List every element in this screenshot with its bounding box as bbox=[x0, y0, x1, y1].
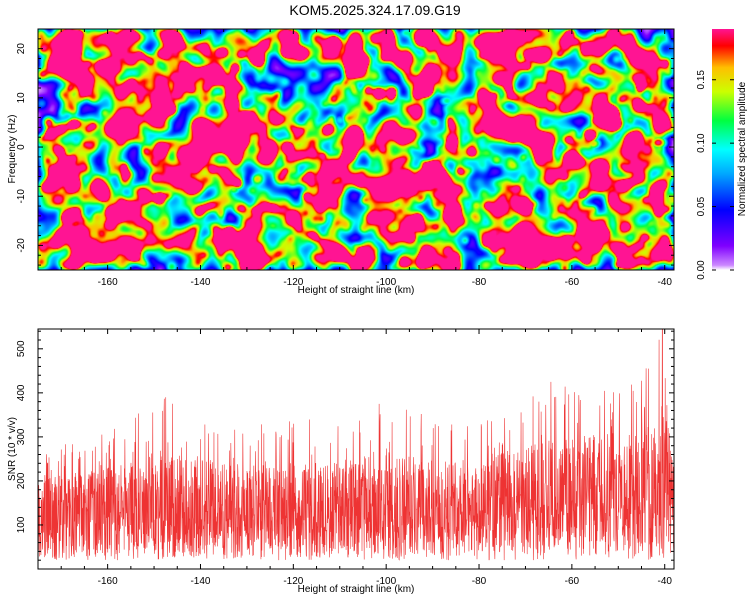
spectrogram-x-tick-label: -160 bbox=[98, 277, 118, 288]
spectrogram-y-tick-label: -20 bbox=[16, 238, 27, 253]
spectrogram-x-tick-label: -120 bbox=[283, 277, 303, 288]
spectrogram-y-tick-label: 10 bbox=[16, 92, 27, 104]
colorbar: 0.00 0.05 0.10 0.15 Normalized spectral amp… bbox=[696, 29, 748, 280]
snr-y-tick-label: 300 bbox=[16, 428, 27, 445]
snr-y-tick-label: 500 bbox=[16, 340, 27, 357]
snr-y-axis-label: SNR (10 * v/v) bbox=[7, 417, 18, 481]
chart-title: KOM5.2025.324.17.09.G19 bbox=[289, 2, 461, 18]
spectrogram-x-axis-label: Height of straight line (km) bbox=[298, 285, 415, 296]
snr-x-tick-label: -80 bbox=[472, 576, 487, 587]
spectrogram-x-tick-label: -140 bbox=[190, 277, 210, 288]
snr-x-tick-label: -140 bbox=[190, 576, 210, 587]
spectrogram-x-tick-label: -100 bbox=[376, 277, 396, 288]
spectrogram-y-tick-label: 0 bbox=[16, 144, 27, 150]
spectrogram-x-ticks: -160 -140 -120 -100 -80 -60 -40 bbox=[37, 29, 672, 288]
snr-x-ticks: -160 -140 -120 -100 -80 -60 -40 bbox=[37, 329, 672, 587]
spectrogram-y-axis-label: Frequency (Hz) bbox=[7, 115, 18, 184]
spectrogram-x-tick-label: -60 bbox=[565, 277, 580, 288]
snr-frame bbox=[37, 328, 675, 570]
snr-y-tick-label: 100 bbox=[16, 516, 27, 533]
snr-panel: -160 -140 -120 -100 -80 -60 -40 100 200 300 400 50… bbox=[7, 328, 675, 595]
snr-x-tick-label: -40 bbox=[657, 576, 672, 587]
colorbar-tick-label: 0.10 bbox=[696, 133, 707, 153]
colorbar-label: Normalized spectral amplitude bbox=[737, 81, 748, 216]
colorbar-ticks: 0.00 0.05 0.10 0.15 bbox=[696, 70, 734, 280]
spectrogram-frame bbox=[37, 28, 675, 271]
spectrogram-y-tick-label: 20 bbox=[16, 43, 27, 55]
colorbar-tick-label: 0.05 bbox=[696, 196, 707, 216]
snr-series-line bbox=[38, 329, 674, 561]
spectrogram-heatmap bbox=[38, 29, 674, 270]
spectrogram-x-tick-label: -80 bbox=[472, 277, 487, 288]
spectrogram-y-tick-label: -10 bbox=[16, 189, 27, 204]
snr-x-tick-label: -60 bbox=[565, 576, 580, 587]
snr-x-tick-label: -100 bbox=[376, 576, 396, 587]
colorbar-tick-label: 0.15 bbox=[696, 70, 707, 90]
spectrogram-y-ticks: -20 -10 0 10 20 bbox=[16, 28, 674, 266]
spectrogram-x-tick-label: -40 bbox=[657, 277, 672, 288]
snr-y-tick-label: 400 bbox=[16, 384, 27, 401]
colorbar-tick-label: 0.00 bbox=[696, 260, 707, 280]
snr-x-axis-label: Height of straight line (km) bbox=[298, 584, 415, 595]
snr-y-ticks: 100 200 300 400 500 bbox=[16, 330, 674, 570]
snr-x-tick-label: -120 bbox=[283, 576, 303, 587]
snr-y-tick-label: 200 bbox=[16, 472, 27, 489]
colorbar-gradient bbox=[712, 29, 734, 270]
snr-x-tick-label: -160 bbox=[98, 576, 118, 587]
